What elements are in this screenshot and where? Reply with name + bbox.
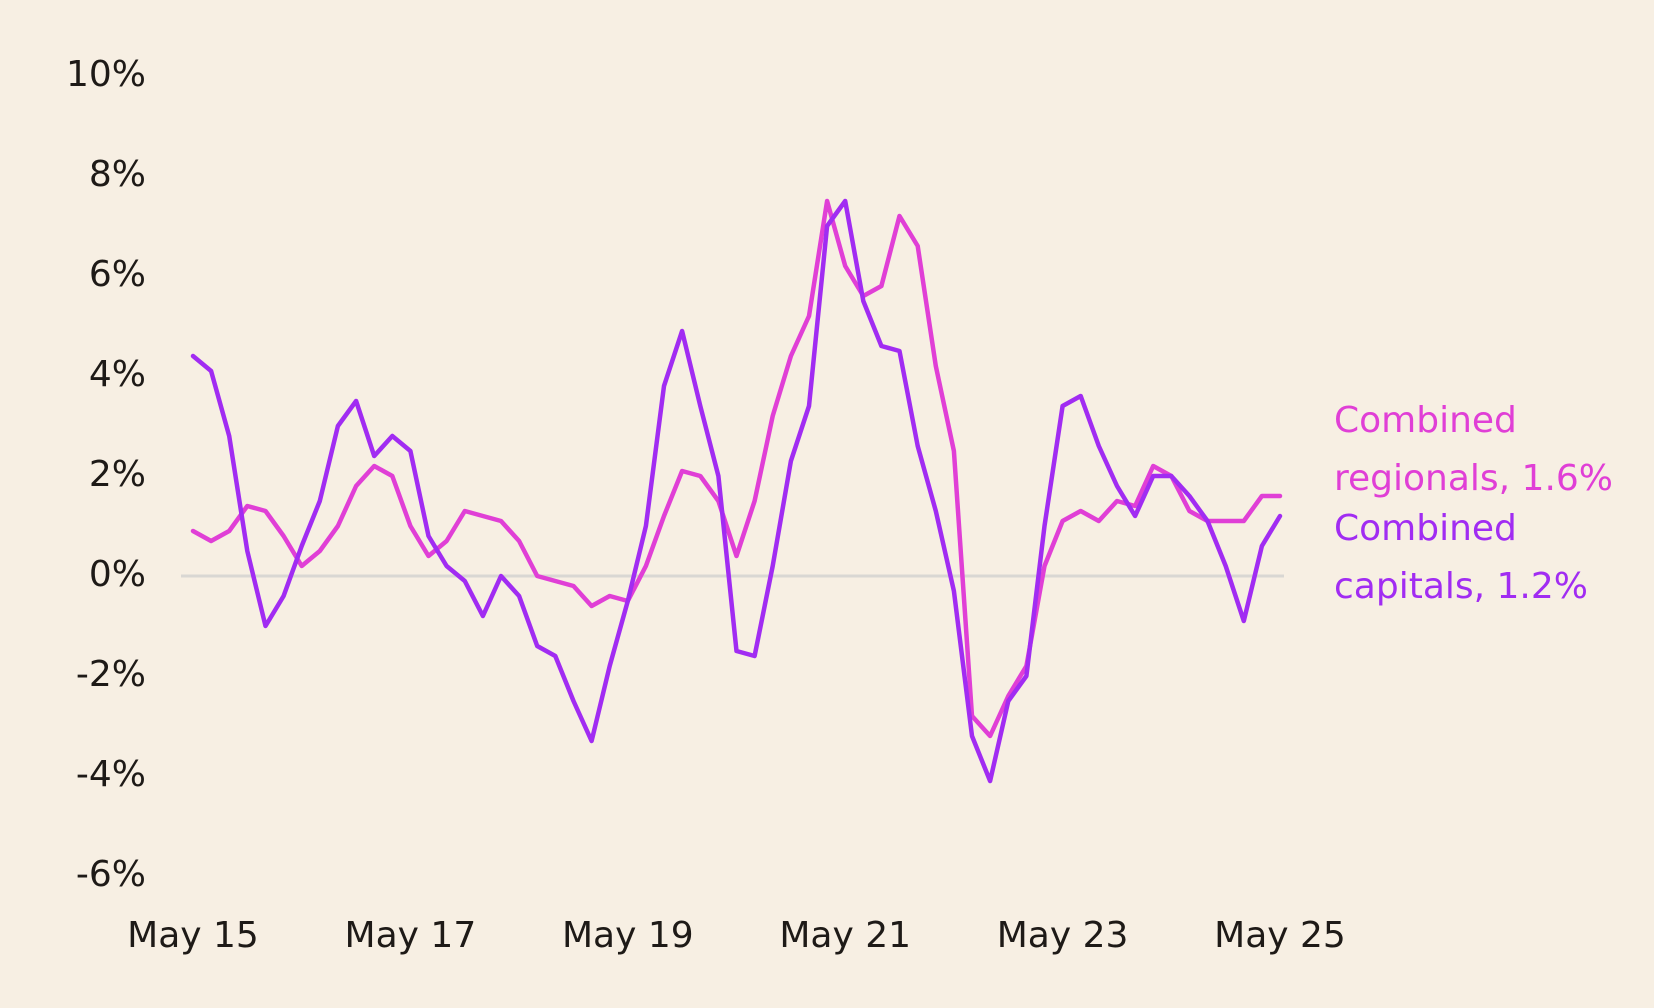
- x-tick-label: May 15: [127, 915, 259, 956]
- series-label: Combined capitals, 1.2%: [1334, 508, 1588, 607]
- series-line: [190, 198, 1283, 784]
- y-tick-label: -4%: [76, 754, 146, 795]
- y-tick-label: -2%: [76, 654, 146, 695]
- y-tick-label: 8%: [89, 154, 146, 195]
- x-tick-label: May 17: [345, 915, 477, 956]
- series-label: Combined regionals, 1.6%: [1334, 400, 1614, 499]
- y-tick-label: 6%: [89, 254, 146, 295]
- series-line: [190, 198, 1283, 739]
- y-tick-label: 4%: [89, 354, 146, 395]
- x-tick-label: May 25: [1214, 915, 1346, 956]
- y-tick-label: 10%: [66, 54, 146, 95]
- x-tick-label: May 21: [779, 915, 911, 956]
- y-tick-label: 2%: [89, 454, 146, 495]
- y-tick-label: 0%: [89, 554, 146, 595]
- x-tick-label: May 19: [562, 915, 694, 956]
- y-tick-label: -6%: [76, 854, 146, 895]
- x-tick-label: May 23: [997, 915, 1129, 956]
